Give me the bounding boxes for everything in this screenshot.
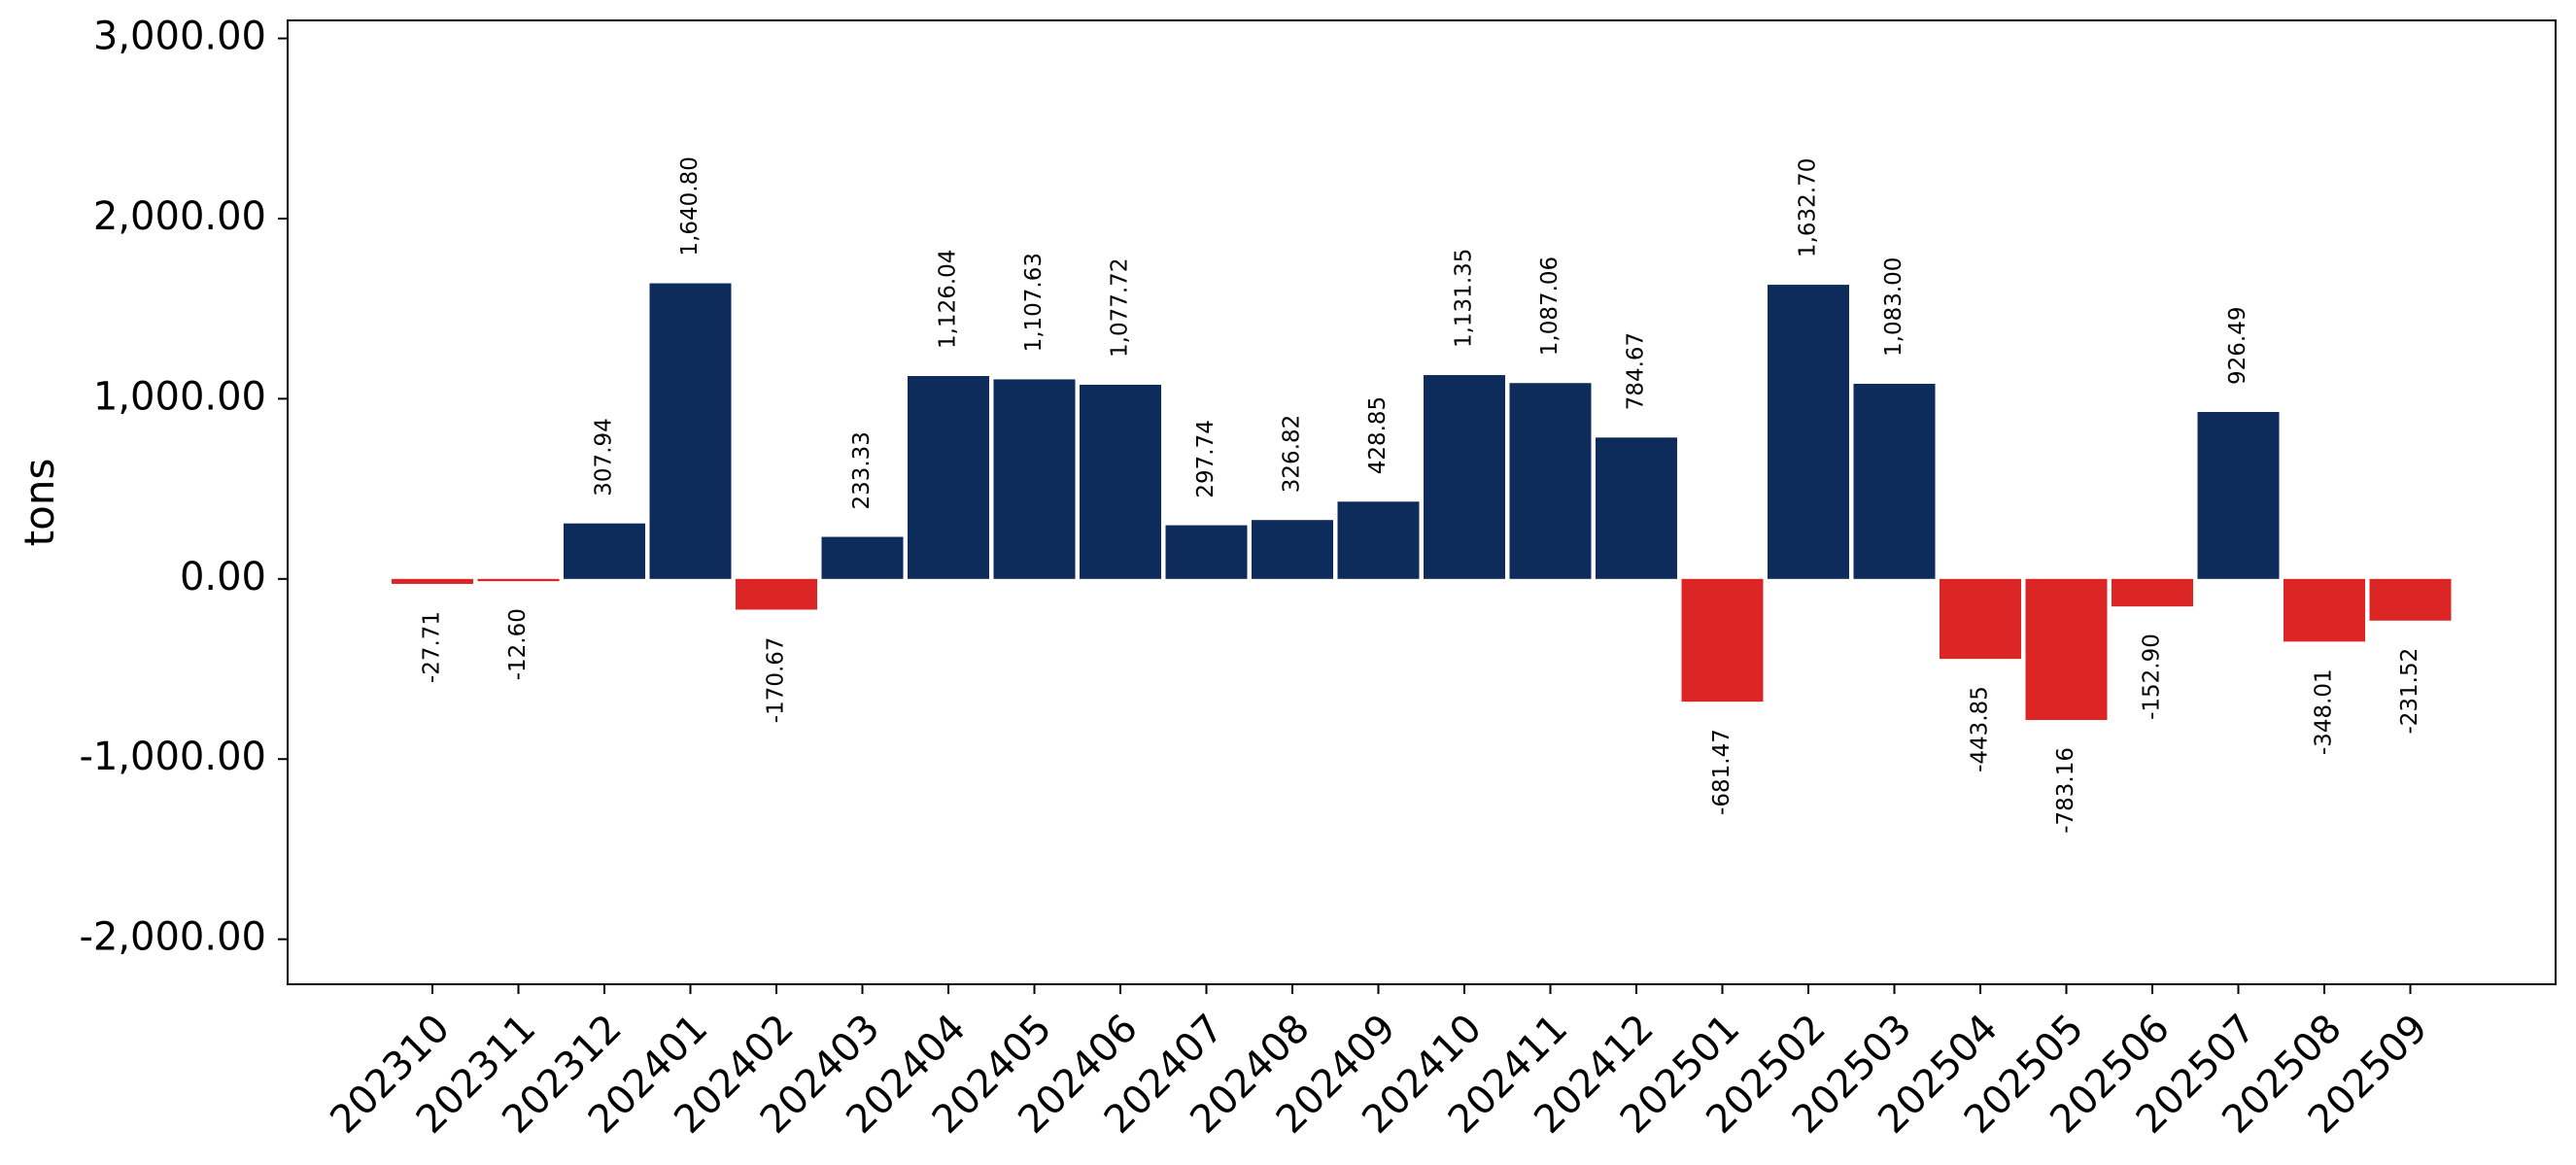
data-label-202406: 1,077.72 [1108, 258, 1133, 358]
data-label-202407: 297.74 [1193, 420, 1219, 497]
data-label-202403: 233.33 [849, 431, 875, 509]
bars-layer [392, 283, 2452, 721]
data-label-202502: 1,632.70 [1796, 158, 1821, 257]
bar-202407 [1165, 525, 1248, 579]
plot-area-frame [287, 19, 2557, 985]
y-tick-label: -2,000.00 [79, 915, 266, 960]
y-tick-label: 3,000.00 [93, 15, 266, 59]
bar-202502 [1768, 285, 1849, 579]
y-tick-label: 2,000.00 [93, 194, 266, 239]
y-tick-label: -1,000.00 [79, 735, 266, 779]
bar-202310 [392, 578, 473, 584]
bar-202405 [993, 379, 1076, 579]
bar-202509 [2369, 578, 2452, 621]
data-label-202402: -170.67 [764, 636, 789, 723]
y-tick-label: 1,000.00 [93, 374, 266, 419]
data-label-202311: -12.60 [505, 608, 531, 680]
y-axis: -2,000.00 -1,000.00 0.00 1,000.00 2,000.00 3,… [79, 15, 288, 960]
data-label-202312: 307.94 [592, 418, 617, 496]
bar-202503 [1853, 383, 1936, 579]
bar-202312 [564, 523, 645, 579]
bar-202402 [736, 578, 817, 610]
data-label-202412: 784.67 [1624, 332, 1649, 410]
bar-202504 [1940, 578, 2021, 660]
bar-202505 [2025, 578, 2108, 721]
bar-202501 [1681, 578, 1764, 702]
bar-202406 [1080, 384, 1161, 579]
bar-202412 [1596, 437, 1677, 579]
data-label-202408: 326.82 [1280, 415, 1305, 493]
data-label-202501: -681.47 [1709, 729, 1735, 815]
bar-202409 [1337, 501, 1420, 579]
data-label-202310: -27.71 [420, 611, 445, 683]
data-label-202509: -231.52 [2397, 648, 2422, 735]
data-label-202503: 1,083.00 [1881, 257, 1906, 357]
data-label-202504: -443.85 [1968, 686, 1993, 772]
data-label-202410: 1,131.35 [1452, 249, 1477, 348]
bar-202403 [821, 536, 904, 579]
data-label-202506: -152.90 [2140, 634, 2165, 720]
bar-202508 [2284, 578, 2365, 642]
bar-202506 [2112, 578, 2193, 607]
bar-202411 [1509, 383, 1592, 579]
bar-202311 [477, 578, 560, 582]
data-label-202411: 1,087.06 [1537, 257, 1563, 356]
data-label-202409: 428.85 [1365, 396, 1391, 474]
data-label-202401: 1,640.80 [677, 156, 703, 256]
bar-202507 [2197, 412, 2280, 579]
y-axis-label: tons [16, 459, 63, 547]
data-label-202505: -783.16 [2053, 747, 2078, 834]
bar-202408 [1252, 520, 1333, 579]
data-labels-layer: -27.71 -12.60 307.94 1,640.80 -170.67 233.33 1… [420, 156, 2423, 834]
data-label-202507: 926.49 [2225, 307, 2250, 385]
bar-202404 [908, 376, 989, 579]
data-label-202508: -348.01 [2312, 668, 2337, 755]
data-label-202405: 1,107.63 [1021, 253, 1047, 352]
data-label-202404: 1,126.04 [936, 250, 961, 349]
y-tick-label: 0.00 [180, 555, 266, 600]
bar-202410 [1424, 375, 1505, 579]
bar-202401 [649, 283, 732, 579]
